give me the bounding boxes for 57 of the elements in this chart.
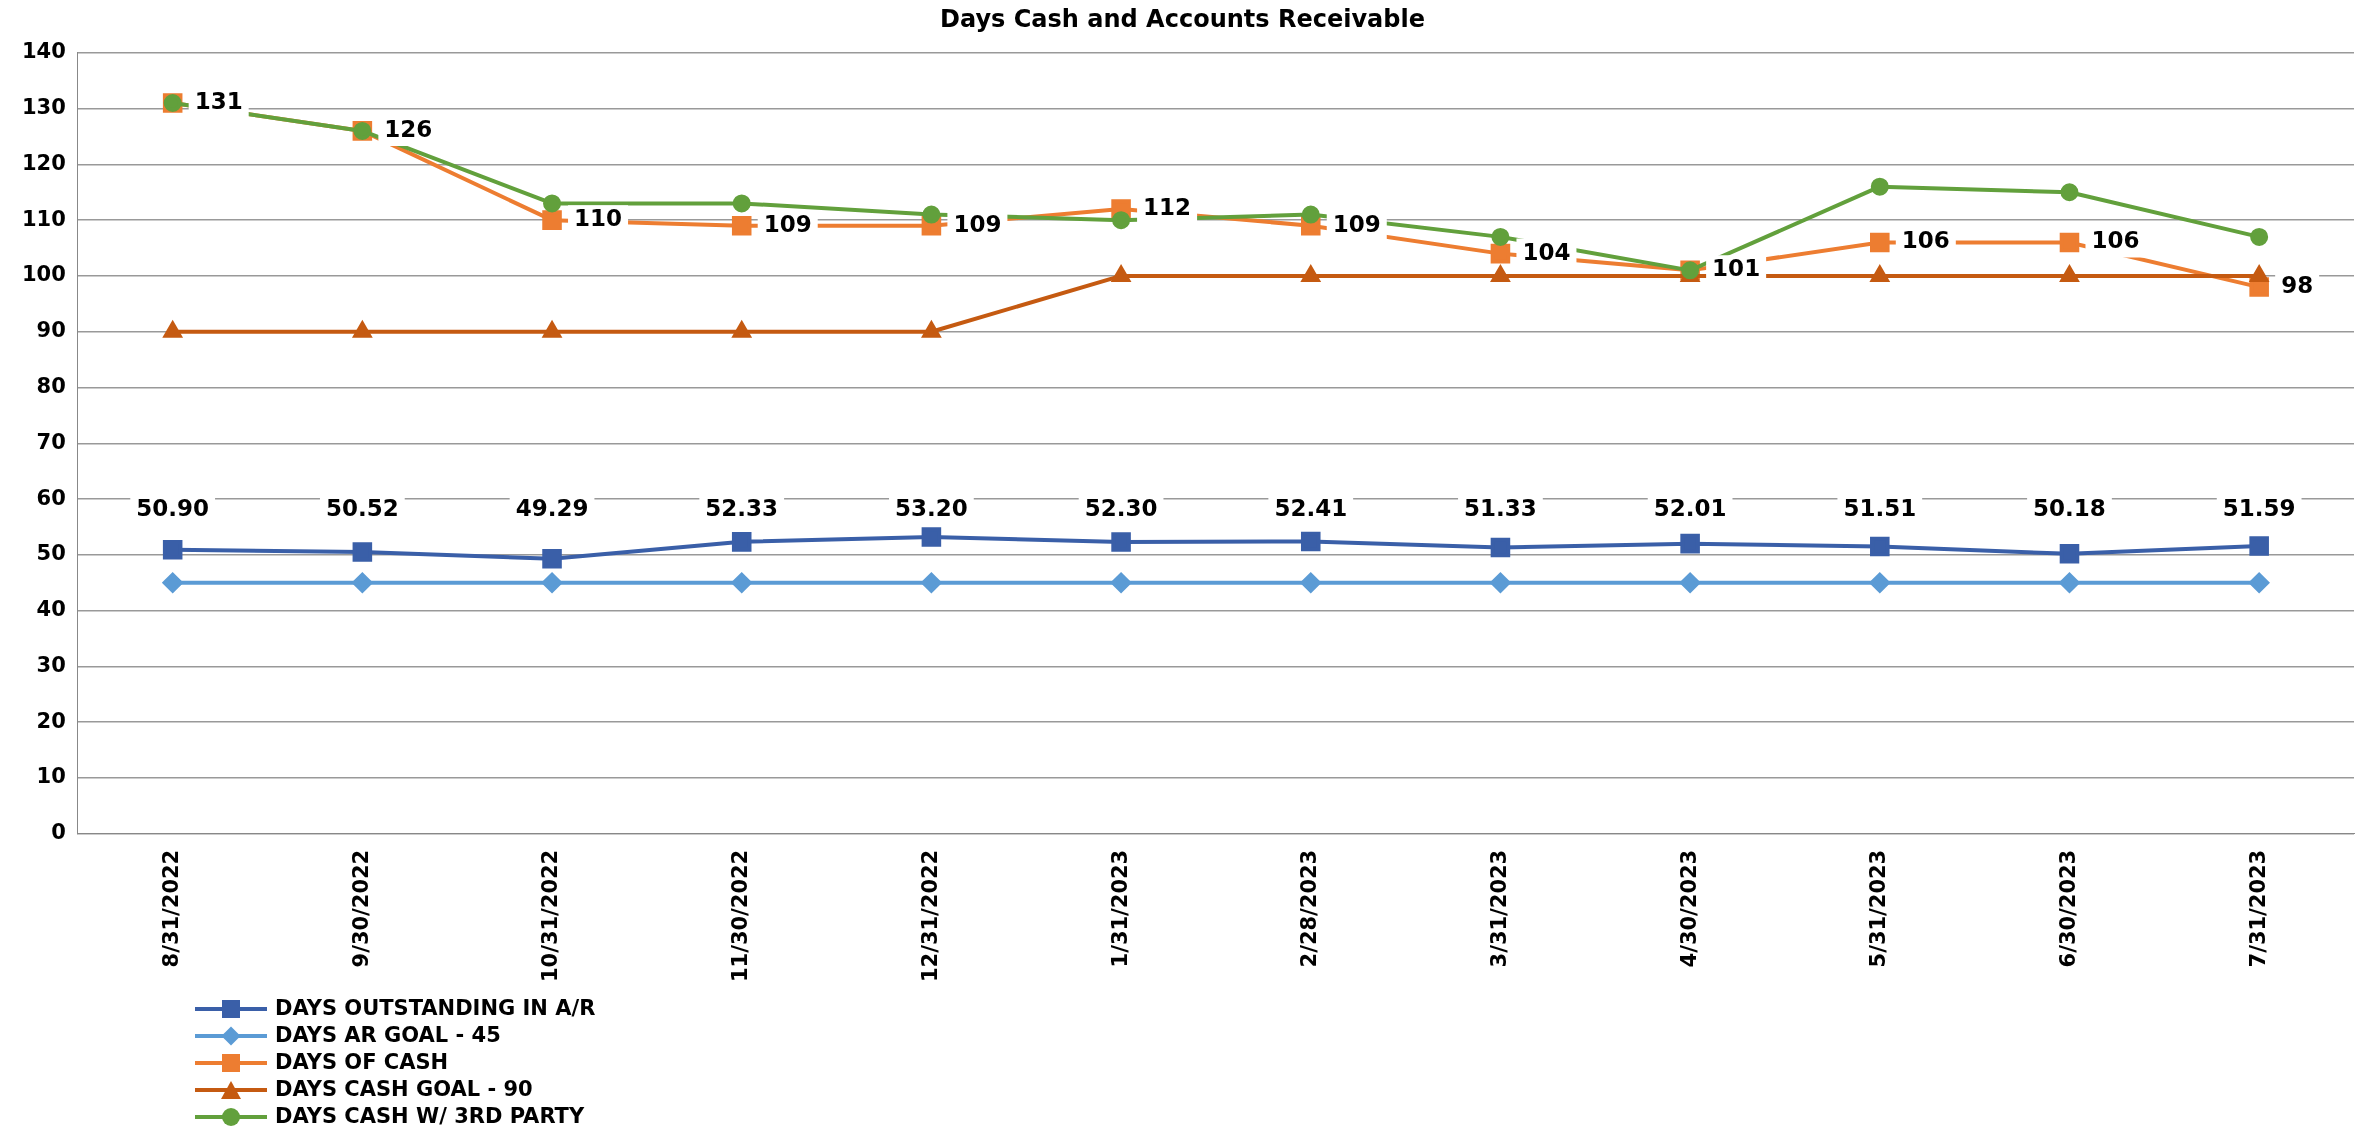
x-tick-label: 8/31/2022 (159, 849, 184, 968)
x-tick-label: 6/30/2023 (2055, 849, 2080, 968)
data-label: 106 (2091, 227, 2140, 254)
data-label: 106 (1901, 227, 1950, 254)
y-tick-label: 80 (36, 373, 66, 398)
data-label: 49.29 (515, 495, 589, 522)
y-tick-label: 110 (21, 206, 66, 231)
data-label: 131 (194, 87, 243, 114)
x-tick-label: 12/31/2022 (917, 849, 942, 982)
y-tick-label: 130 (21, 95, 66, 120)
data-label: 109 (763, 210, 812, 237)
data-label: 109 (953, 210, 1002, 237)
y-tick-label: 140 (21, 39, 66, 64)
data-label: 50.18 (2033, 495, 2106, 522)
chart-title: Days Cash and Accounts Receivable (940, 4, 1425, 33)
y-tick-label: 60 (36, 485, 66, 510)
data-label: 126 (384, 115, 433, 142)
x-tick-label: 5/31/2023 (1866, 849, 1891, 968)
y-tick-label: 70 (36, 429, 66, 454)
data-label: 98 (2281, 272, 2314, 299)
y-tick-label: 120 (21, 150, 66, 175)
x-tick-label: 10/31/2022 (538, 849, 563, 982)
data-label: 110 (574, 205, 623, 232)
y-tick-label: 40 (36, 597, 66, 622)
x-tick-label: 9/30/2022 (348, 849, 373, 968)
x-tick-label: 7/31/2023 (2245, 849, 2270, 968)
y-tick-label: 90 (36, 318, 66, 343)
y-tick-label: 10 (36, 764, 66, 789)
data-label: 112 (1143, 193, 1192, 220)
legend-label: DAYS CASH W/ 3RD PARTY (275, 1103, 585, 1130)
data-label: 52.01 (1653, 495, 1727, 522)
legend-label: DAYS OUTSTANDING IN A/R (275, 995, 596, 1022)
x-tick-label: 11/30/2022 (728, 849, 753, 982)
legend-label: DAYS OF CASH (275, 1049, 449, 1076)
data-label: 50.90 (136, 495, 210, 522)
legend-label: DAYS CASH GOAL - 90 (275, 1076, 533, 1103)
data-label: 53.20 (895, 495, 968, 522)
x-tick-label: 2/28/2023 (1297, 849, 1322, 968)
data-label: 109 (1332, 210, 1381, 237)
data-label: 52.33 (705, 495, 779, 522)
x-tick-label: 4/30/2023 (1676, 849, 1701, 968)
data-label: 52.30 (1084, 495, 1158, 522)
data-label: 51.51 (1843, 495, 1917, 522)
data-label: 50.52 (325, 495, 399, 522)
x-tick-label: 3/31/2023 (1486, 849, 1511, 968)
y-tick-label: 50 (36, 541, 66, 566)
y-tick-label: 100 (21, 262, 66, 287)
data-label: 51.33 (1464, 495, 1537, 522)
x-tick-label: 1/31/2023 (1107, 849, 1132, 968)
data-label: 52.41 (1274, 495, 1348, 522)
legend-label: DAYS AR GOAL - 45 (275, 1022, 501, 1049)
y-tick-label: 30 (36, 652, 66, 677)
y-tick-label: 0 (51, 820, 66, 845)
y-tick-label: 20 (36, 708, 66, 733)
data-label: 101 (1712, 255, 1761, 282)
data-label: 104 (1522, 238, 1571, 265)
data-label: 51.59 (2222, 495, 2296, 522)
